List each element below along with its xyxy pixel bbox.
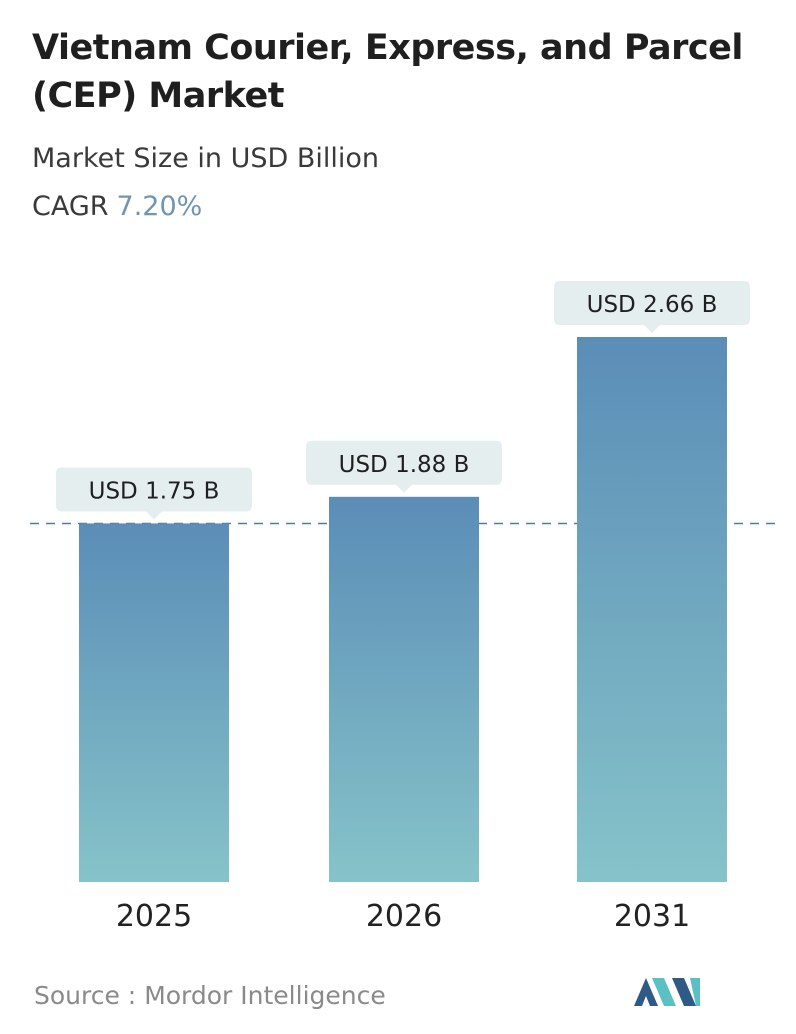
data-label: USD 1.75 B [89,478,220,504]
data-label: USD 2.66 B [587,292,718,318]
x-tick-label: 2025 [116,899,192,934]
chart-subtitle: Market Size in USD Billion [32,143,380,174]
data-label-box [56,467,252,520]
x-tick-label: 2026 [366,899,442,934]
cagr-label: CAGR [32,191,109,222]
source-text: Source : Mordor Intelligence [34,980,386,1012]
bar-chart: USD 1.75 B 2025 USD 1.88 B 2026 USD 2.66 B 20… [30,281,782,934]
bar-2025 [79,523,229,882]
x-tick-label: 2031 [614,899,690,934]
source-label: Source : [34,981,137,1010]
data-label: USD 1.88 B [339,452,470,478]
chart-title: Vietnam Courier, Express, and Parcel (CE… [32,28,743,116]
bar-2026 [329,496,479,882]
cagr-value: 7.20% [116,191,203,222]
data-label-box [306,440,502,493]
source-value: Mordor Intelligence [144,981,386,1010]
data-label-box [554,281,750,333]
cagr-row: CAGR 7.20% [32,190,202,224]
bar-2031 [577,337,727,882]
mordor-intelligence-logo-icon [634,978,700,1006]
